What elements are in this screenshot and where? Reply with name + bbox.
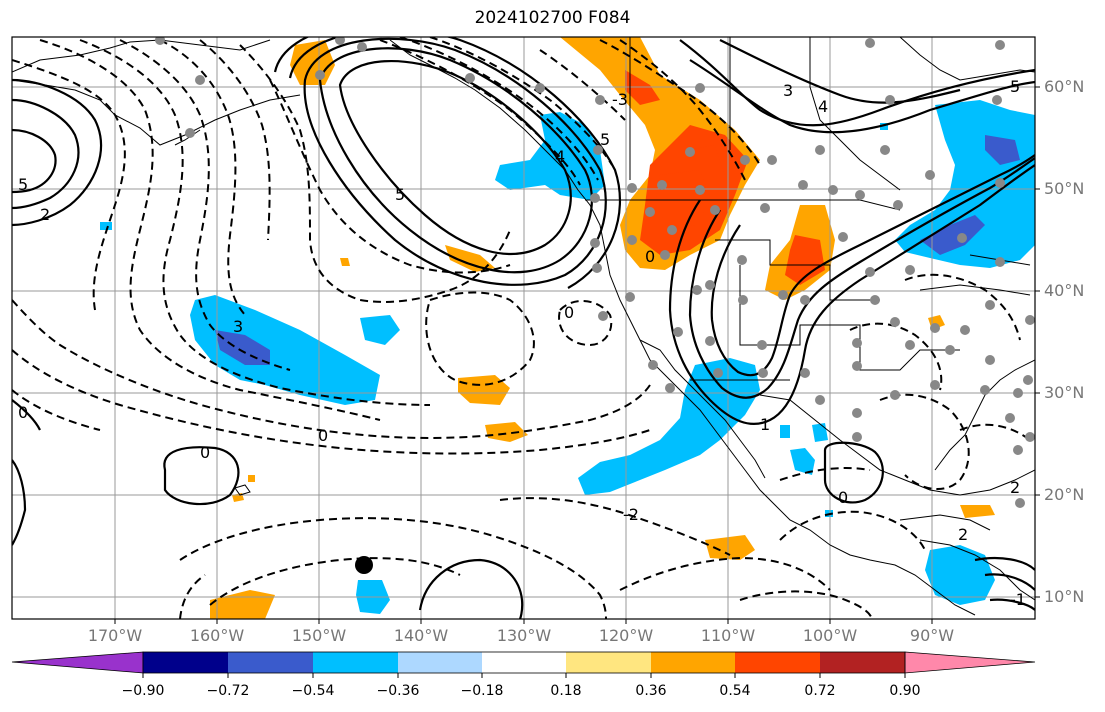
contour-label: 3: [233, 317, 243, 336]
map-title: 2024102700 F084: [474, 8, 631, 28]
colorbar-tick-label: 0.18: [550, 683, 582, 699]
lat-label: 30°N: [1044, 383, 1085, 402]
colorbar-segment: [651, 652, 735, 673]
contour-label: 0: [200, 443, 210, 462]
station-markers: [155, 37, 1035, 508]
lon-label: 130°W: [496, 626, 552, 645]
solid-contours: [12, 37, 1035, 619]
colorbar-segment: [482, 652, 566, 673]
colorbar-segment: [228, 652, 313, 673]
contour-label: 5: [1010, 77, 1020, 96]
contour-label: 0: [318, 426, 328, 445]
colorbar-segment: [143, 652, 228, 673]
colorbar-tick-label: −0.36: [376, 683, 420, 699]
contour-label: 0: [645, 247, 655, 266]
contour-label: 0: [564, 303, 574, 322]
colorbar-tick-label: 0.90: [889, 683, 921, 699]
lon-label: 170°W: [87, 626, 143, 645]
lon-label: 150°W: [291, 626, 347, 645]
colorbar-tick-label: −0.72: [206, 683, 250, 699]
lat-label: 10°N: [1044, 587, 1085, 606]
hurricane-marker: [355, 556, 373, 574]
lon-label: 90°W: [909, 626, 955, 645]
colorbar-segment: [904, 651, 1036, 674]
lon-label: 160°W: [189, 626, 245, 645]
lon-label: 120°W: [598, 626, 654, 645]
contour-label: -2: [623, 505, 639, 524]
lat-label: 20°N: [1044, 485, 1085, 504]
contour-label: 0: [838, 488, 848, 507]
contour-label: 5: [18, 175, 28, 194]
contour-label: 3: [783, 81, 793, 100]
contour-label: 2: [40, 205, 50, 224]
contour-label: -1: [1010, 590, 1026, 609]
colorbar-segment: [313, 652, 398, 673]
colorbar: [11, 651, 1036, 678]
colorbar-segment: [820, 652, 905, 673]
colorbar-tick-label: 0.36: [635, 683, 667, 699]
colorbar-tick-label: 0.54: [719, 683, 751, 699]
contour-label: 2: [1010, 478, 1020, 497]
colorbar-tick-label: −0.54: [291, 683, 335, 699]
contour-label: 5: [395, 185, 405, 204]
contour-label: -3: [612, 90, 628, 109]
colorbar-segment: [735, 652, 820, 673]
contour-label: 5: [600, 130, 610, 149]
contour-label: 0: [18, 403, 28, 422]
colorbar-tick-label: −0.18: [460, 683, 504, 699]
colorbar-tick-label: −0.90: [121, 683, 165, 699]
colorbar-segment: [11, 651, 144, 674]
lat-label: 50°N: [1044, 179, 1085, 198]
colorbar-segment: [398, 652, 482, 673]
contour-label: 2: [958, 525, 968, 544]
lat-label: 60°N: [1044, 77, 1085, 96]
colorbar-segment: [566, 652, 651, 673]
negative-anomaly-shading: [100, 100, 1035, 614]
contour-label: 4: [555, 147, 565, 166]
lon-label: 100°W: [802, 626, 858, 645]
contour-labels: 0 0 0 0 0 0 5 5 5 4 3 2 1 2 3 -3 -2 -1 4…: [18, 77, 1026, 609]
graticule: [12, 37, 1035, 619]
lon-label: 140°W: [393, 626, 449, 645]
dashed-contours: [12, 37, 1031, 619]
colorbar-tick-label: 0.72: [804, 683, 836, 699]
axis-ticks: [114, 86, 1040, 624]
lat-label: 40°N: [1044, 281, 1085, 300]
contour-label: 4: [818, 97, 828, 116]
lon-label: 110°W: [700, 626, 756, 645]
contour-label: 1: [760, 415, 770, 434]
